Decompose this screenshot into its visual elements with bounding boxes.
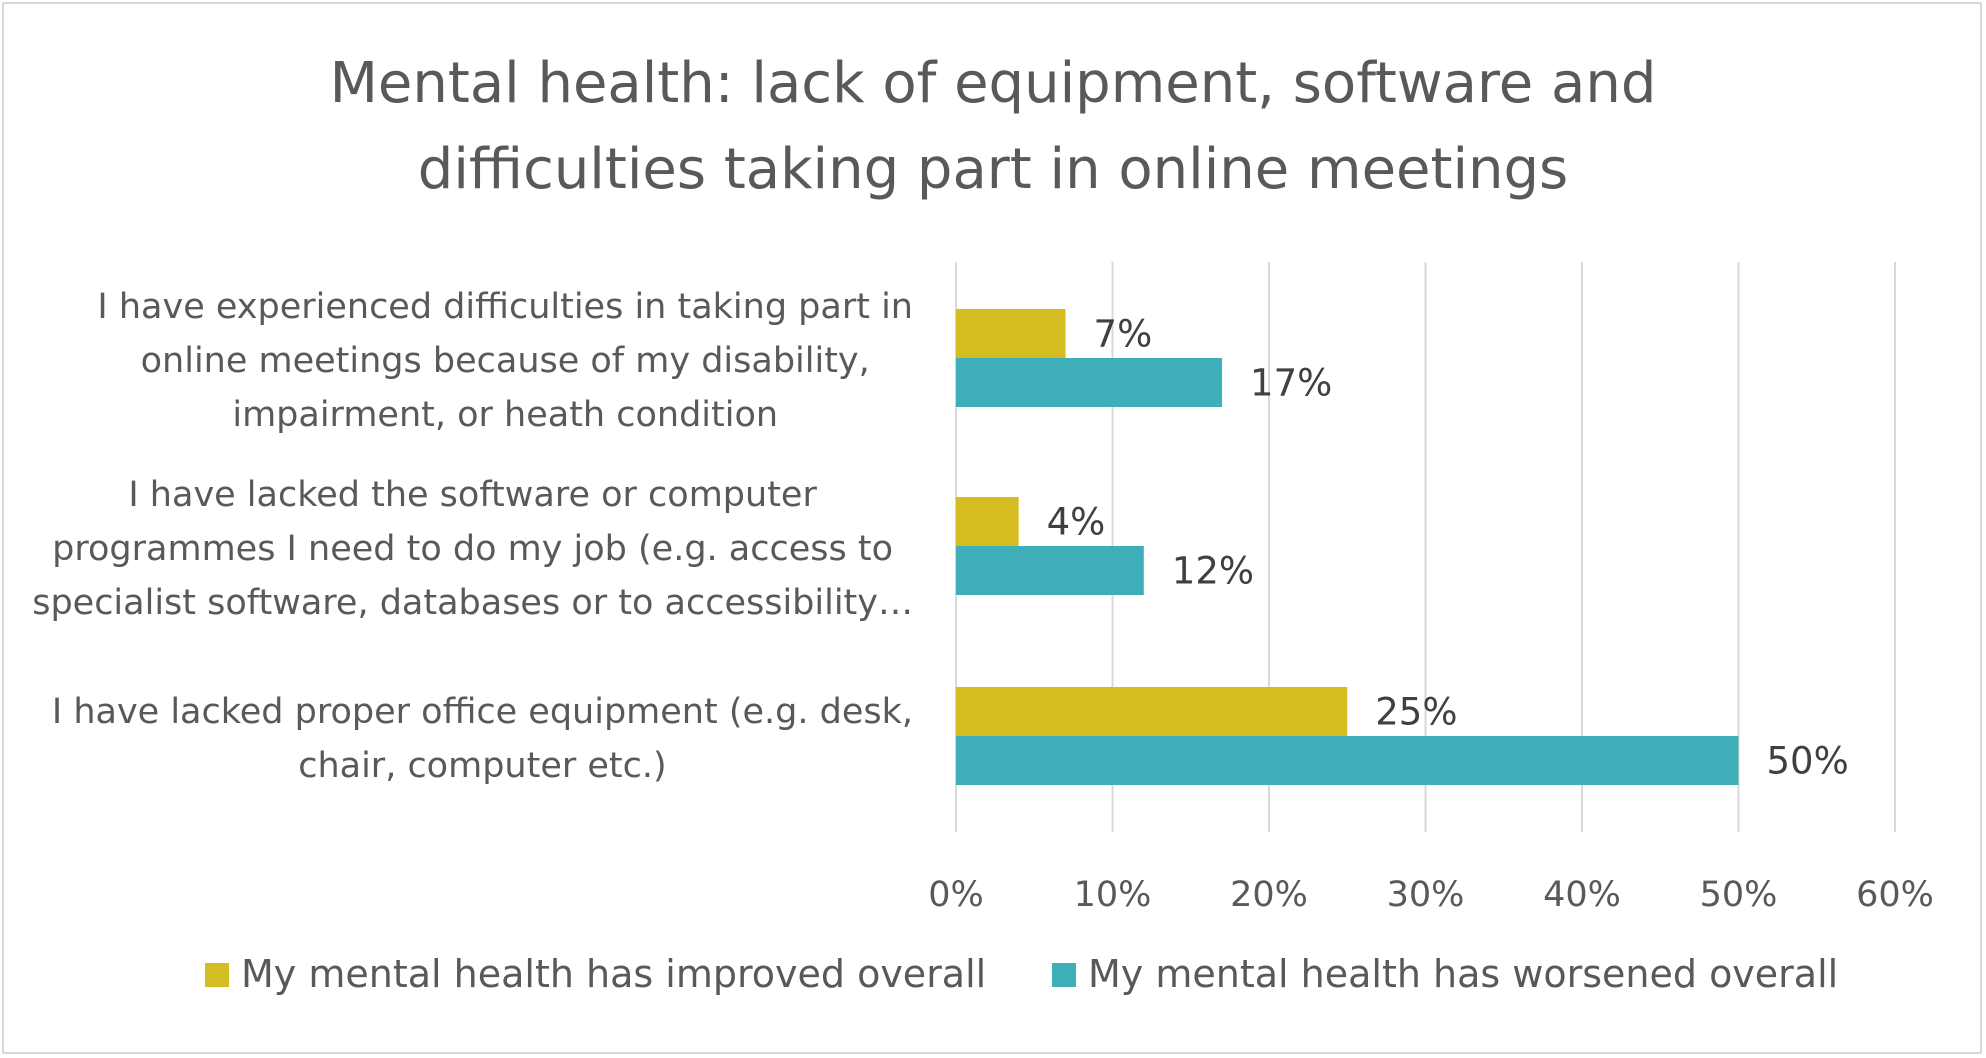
legend-swatch — [205, 963, 229, 987]
bars — [956, 309, 1739, 785]
data-labels: 7% 17% 4% 12% 25% 50% — [1047, 313, 1849, 783]
x-tick-label: 30% — [1387, 875, 1465, 915]
bar — [956, 309, 1066, 358]
x-tick-label: 20% — [1230, 875, 1308, 915]
legend: My mental health has improved overall My … — [205, 952, 1838, 996]
category-label: programmes I need to do my job (e.g. acc… — [52, 529, 893, 569]
data-label: 50% — [1767, 740, 1849, 783]
category-label: specialist software, databases or to acc… — [32, 583, 913, 623]
category-label: impairment, or heath condition — [232, 395, 778, 435]
category-label: I have lacked proper office equipment (e… — [52, 692, 913, 732]
x-tick-label: 40% — [1543, 875, 1621, 915]
x-tick-label: 60% — [1856, 875, 1934, 915]
data-label: 25% — [1375, 691, 1457, 734]
chart-title: Mental health: lack of equipment, softwa… — [330, 51, 1657, 202]
category-label: online meetings because of my disability… — [141, 341, 870, 381]
x-tick-label: 0% — [928, 875, 984, 915]
bar — [956, 687, 1348, 736]
x-axis-tick-labels: 0% 10% 20% 30% 40% 50% 60% — [928, 875, 1934, 915]
legend-swatch — [1052, 963, 1076, 987]
x-tick-label: 50% — [1700, 875, 1778, 915]
chart-title-line: difficulties taking part in online meeti… — [418, 137, 1568, 202]
data-label: 4% — [1047, 501, 1106, 544]
category-label: I have lacked the software or computer — [128, 475, 817, 515]
legend-label: My mental health has improved overall — [241, 952, 986, 996]
category-labels: I have experienced difficulties in takin… — [32, 287, 913, 786]
bar — [956, 358, 1223, 407]
x-tick-label: 10% — [1074, 875, 1152, 915]
bar — [956, 546, 1144, 595]
chart-title-line: Mental health: lack of equipment, softwa… — [330, 51, 1657, 116]
bar — [956, 736, 1739, 785]
category-label: I have experienced difficulties in takin… — [97, 287, 913, 327]
data-label: 7% — [1094, 313, 1153, 356]
category-label: chair, computer etc.) — [298, 746, 666, 786]
legend-label: My mental health has worsened overall — [1088, 952, 1838, 996]
bar — [956, 497, 1019, 546]
data-label: 12% — [1172, 550, 1254, 593]
data-label: 17% — [1250, 362, 1332, 405]
